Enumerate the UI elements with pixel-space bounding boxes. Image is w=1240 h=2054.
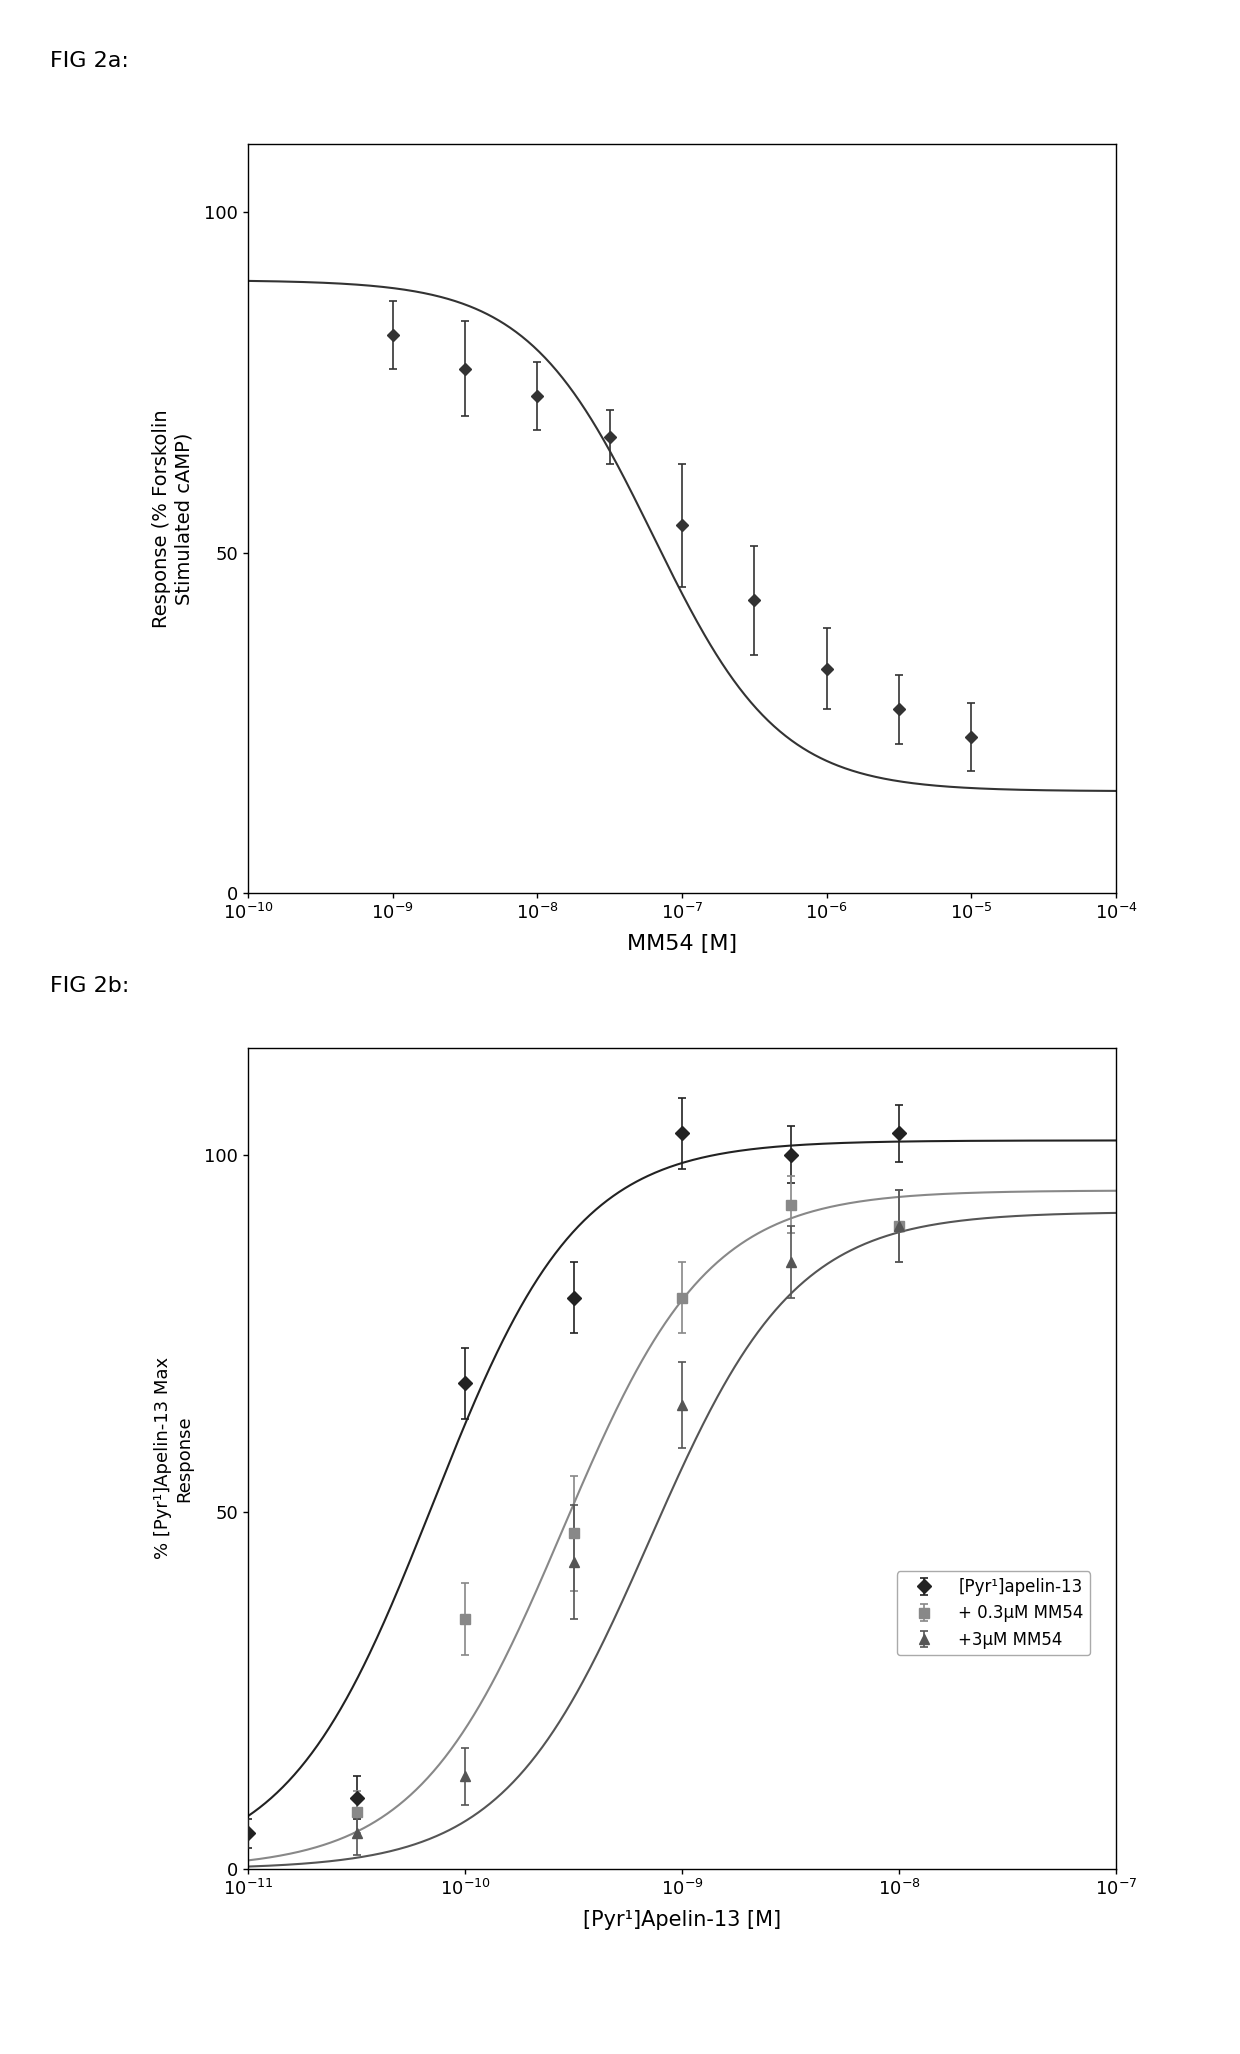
X-axis label: [Pyr¹]Apelin-13 [M]: [Pyr¹]Apelin-13 [M] [583,1910,781,1931]
Text: FIG 2b:: FIG 2b: [50,976,129,996]
Legend: [Pyr¹]apelin-13, + 0.3μM MM54, +3μM MM54: [Pyr¹]apelin-13, + 0.3μM MM54, +3μM MM54 [897,1571,1090,1656]
Y-axis label: Response (% Forskolin
Stimulated cAMP): Response (% Forskolin Stimulated cAMP) [153,409,193,629]
Y-axis label: % [Pyr¹]Apelin-13 Max
Response: % [Pyr¹]Apelin-13 Max Response [155,1358,193,1559]
X-axis label: MM54 [M]: MM54 [M] [627,935,737,955]
Text: FIG 2a:: FIG 2a: [50,51,129,72]
